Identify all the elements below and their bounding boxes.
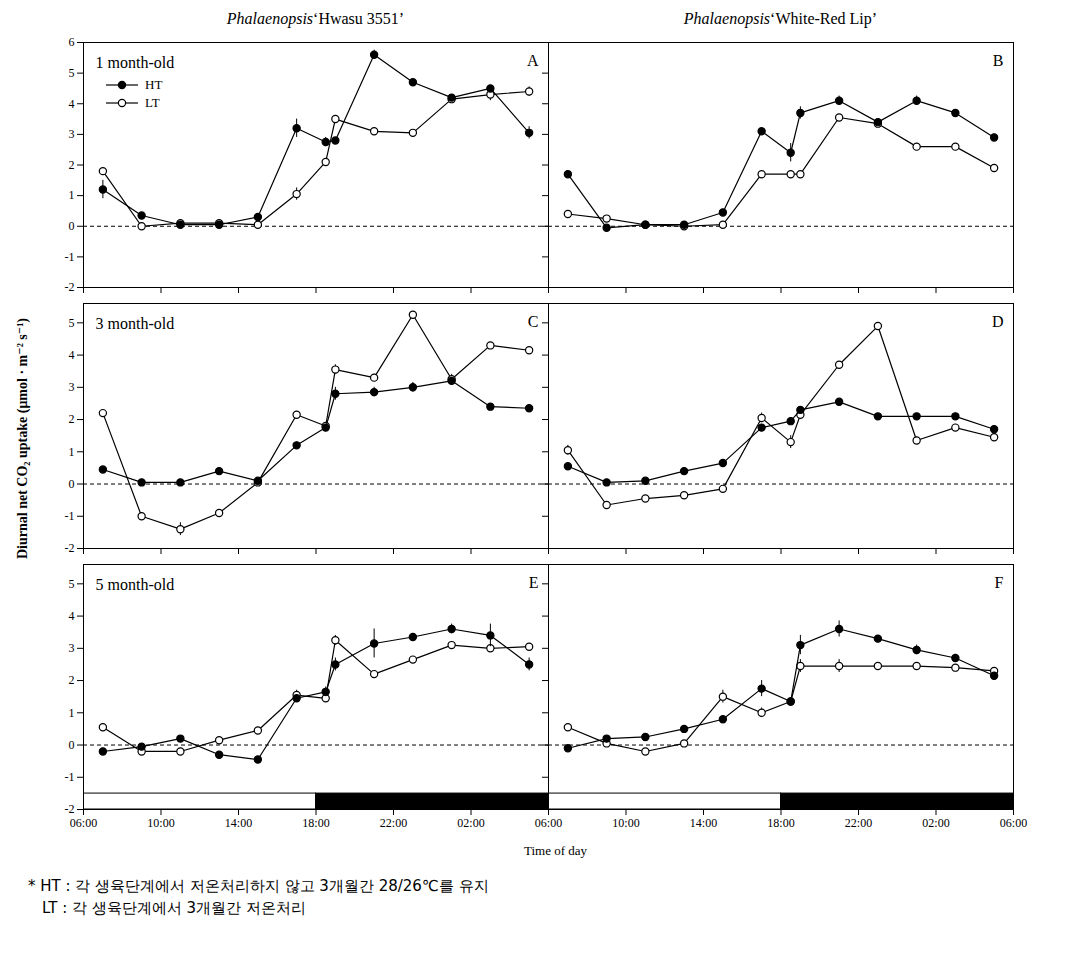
svg-text:D: D xyxy=(992,313,1004,330)
svg-text:0: 0 xyxy=(69,477,75,491)
svg-text:1 month-old: 1 month-old xyxy=(96,54,175,71)
svg-text:-2: -2 xyxy=(65,541,75,555)
svg-text:10:00: 10:00 xyxy=(612,816,639,830)
svg-text:14:00: 14:00 xyxy=(225,816,252,830)
svg-text:A: A xyxy=(527,52,539,69)
svg-text:5: 5 xyxy=(69,577,75,591)
svg-text:5: 5 xyxy=(69,66,75,80)
svg-text:18:00: 18:00 xyxy=(302,816,329,830)
svg-text:1: 1 xyxy=(69,188,75,202)
svg-text:06:00: 06:00 xyxy=(70,816,97,830)
svg-text:4: 4 xyxy=(69,609,75,623)
svg-text:10:00: 10:00 xyxy=(147,816,174,830)
html-text:Time of day: Time of day xyxy=(524,843,587,858)
html-text:Diurnal net CO₂ uptake (μmol ·: Diurnal net CO₂ uptake (μmol · m⁻² s⁻¹) xyxy=(15,318,30,559)
svg-text:14:00: 14:00 xyxy=(690,816,717,830)
svg-text:C: C xyxy=(528,313,539,330)
svg-text:2: 2 xyxy=(69,158,75,172)
html-text:Phalaenopsis ‘White-Red Lip’: Phalaenopsis ‘White-Red Lip’ xyxy=(683,10,878,27)
svg-text:4: 4 xyxy=(69,348,75,362)
svg-text:2: 2 xyxy=(69,412,75,426)
svg-text:1: 1 xyxy=(69,706,75,720)
svg-text:06:00: 06:00 xyxy=(535,816,562,830)
html-text:HT: HT xyxy=(145,77,163,92)
svg-text:3: 3 xyxy=(69,641,75,655)
svg-text:18:00: 18:00 xyxy=(767,816,794,830)
html-text:Phalaenopsis ‘Hwasu 3551’: Phalaenopsis ‘Hwasu 3551’ xyxy=(226,10,405,27)
svg-text:3 month-old: 3 month-old xyxy=(96,315,175,332)
svg-text:-2: -2 xyxy=(65,802,75,816)
svg-text:-1: -1 xyxy=(65,770,75,784)
svg-text:22:00: 22:00 xyxy=(845,816,872,830)
svg-text:02:00: 02:00 xyxy=(457,816,484,830)
svg-text:4: 4 xyxy=(69,97,75,111)
svg-text:02:00: 02:00 xyxy=(922,816,949,830)
svg-text:2: 2 xyxy=(69,673,75,687)
svg-text:F: F xyxy=(995,574,1004,591)
svg-text:0: 0 xyxy=(69,738,75,752)
svg-text:1: 1 xyxy=(69,445,75,459)
svg-text:22:00: 22:00 xyxy=(380,816,407,830)
svg-text:0: 0 xyxy=(69,219,75,233)
svg-text:-1: -1 xyxy=(65,509,75,523)
svg-text:E: E xyxy=(529,574,539,591)
svg-text:5 month-old: 5 month-old xyxy=(96,576,175,593)
svg-text:06:00: 06:00 xyxy=(1000,816,1027,830)
svg-text:-2: -2 xyxy=(65,280,75,294)
html-text:LT : 각 생육단계에서 3개월간 저온처리: LT : 각 생육단계에서 3개월간 저온처리 xyxy=(42,899,306,917)
svg-text:3: 3 xyxy=(69,380,75,394)
svg-text:5: 5 xyxy=(69,316,75,330)
svg-text:B: B xyxy=(993,52,1004,69)
html-text:* HT : 각 생육단계에서 저온처리하지 않고 3개월간: * HT : 각 생육단계에서 저온처리하지 않고 3개월간 28/26℃를 유… xyxy=(28,877,489,895)
svg-text:3: 3 xyxy=(69,127,75,141)
svg-text:-1: -1 xyxy=(65,250,75,264)
svg-text:6: 6 xyxy=(69,35,75,49)
html-text:LT: LT xyxy=(145,95,160,110)
